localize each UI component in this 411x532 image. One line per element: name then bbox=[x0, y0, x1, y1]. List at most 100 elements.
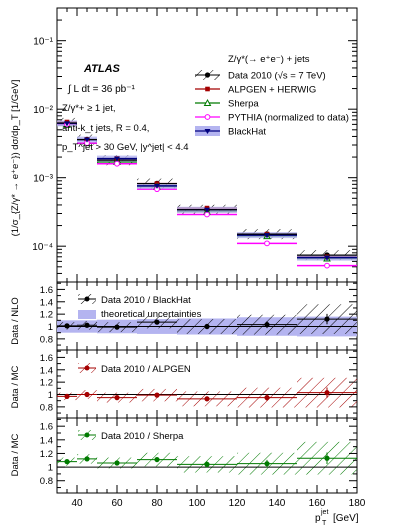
y-tick-label: 10⁻⁴ bbox=[32, 242, 53, 253]
x-tick-label: 140 bbox=[269, 498, 286, 509]
legend-label: BlackHat bbox=[228, 127, 266, 138]
x-axis-title-sup: jet bbox=[320, 509, 328, 516]
ratio-point bbox=[114, 395, 120, 401]
legend-data-marker bbox=[204, 72, 211, 78]
ratio2-y-axis-title: Data / MC bbox=[10, 433, 21, 476]
ratio-y-tick-label: 1.2 bbox=[40, 449, 53, 460]
ratio-point bbox=[114, 324, 120, 330]
ratio-point bbox=[64, 393, 70, 399]
x-tick-label: 180 bbox=[349, 498, 366, 509]
legend-band-swatch bbox=[78, 310, 96, 319]
blackhat-point bbox=[84, 137, 90, 143]
cuts-label: p_T^jet > 30 GeV, |y^jet| < 4.4 bbox=[62, 142, 189, 153]
legend-pythia-marker bbox=[204, 114, 211, 120]
ratio1-y-axis-title: Data / MC bbox=[10, 365, 21, 408]
blackhat-point bbox=[154, 183, 160, 189]
legend-label: PYTHIA (normalized to data) bbox=[228, 113, 349, 124]
luminosity-label: ∫ L dt = 36 pb⁻¹ bbox=[67, 84, 136, 95]
ratio-point bbox=[154, 456, 160, 463]
pythia-point bbox=[204, 211, 210, 218]
pythia-point bbox=[264, 240, 270, 247]
ratio-y-tick-label: 1.4 bbox=[40, 435, 53, 446]
sherpa-point bbox=[323, 254, 331, 262]
x-tick-label: 100 bbox=[189, 498, 206, 509]
legend-label: Data 2010 (√s = 7 TeV) bbox=[228, 71, 326, 82]
ratio-y-tick-label: 1.6 bbox=[40, 285, 53, 296]
x-axis-title-main: p bbox=[315, 513, 321, 524]
top-y-axis-title: (1/σ_{Z/γ* → e⁺e⁻}) dσ/dp_T [1/GeV] bbox=[10, 80, 21, 237]
ratio-point bbox=[84, 322, 90, 328]
ratio-y-tick-label: 1 bbox=[48, 390, 53, 401]
ratio-legend-alpgen: Data 2010 / ALPGEN bbox=[101, 364, 191, 375]
y-tick-label: 10⁻³ bbox=[33, 174, 53, 185]
x-axis-title-sub: T bbox=[322, 520, 327, 527]
x-tick-label: 60 bbox=[111, 498, 123, 509]
y-tick-label: 10⁻² bbox=[33, 105, 53, 116]
ratio-point bbox=[264, 395, 270, 401]
info-block: ATLAS ∫ L dt = 36 pb⁻¹ Z/γ*+ ≥ 1 jet, an… bbox=[62, 63, 189, 153]
ratio-y-tick-label: 1.6 bbox=[40, 422, 53, 433]
ratio-legend-sherpa: Data 2010 / Sherpa bbox=[101, 431, 184, 442]
x-tick-label: 40 bbox=[71, 498, 83, 509]
x-axis: 40 60 80 100 120 140 160 180 bbox=[56, 8, 366, 509]
ratio-point bbox=[204, 461, 210, 467]
legend-label: Sherpa bbox=[228, 99, 259, 110]
ratio-y-tick-label: 1.6 bbox=[40, 353, 53, 364]
ratio-point bbox=[154, 392, 160, 398]
ratio-point bbox=[84, 456, 90, 462]
blackhat-point bbox=[264, 233, 270, 239]
x-axis-title: p T jet [GeV] bbox=[315, 509, 359, 527]
y-tick-label: 10⁻¹ bbox=[33, 37, 53, 48]
ratio-point bbox=[204, 323, 210, 330]
ratio-y-tick-label: 0.8 bbox=[40, 402, 53, 413]
ratio-point bbox=[154, 319, 160, 325]
blackhat-point bbox=[324, 255, 330, 261]
ratio-y-tick-label: 0.8 bbox=[40, 476, 53, 487]
ratio-legend-uncertainty: theoretical uncertainties bbox=[101, 309, 202, 320]
ratio-y-tick-label: 1.2 bbox=[40, 310, 53, 321]
ratio-point bbox=[264, 461, 270, 467]
ratio-legends: Data 2010 / BlackHat theoretical uncerta… bbox=[101, 295, 202, 442]
ratio-point bbox=[264, 322, 270, 328]
ratio-y-tick-label: 0.8 bbox=[40, 334, 53, 345]
blackhat-point bbox=[64, 121, 70, 127]
ratio-point bbox=[84, 391, 90, 398]
ratio-y-tick-label: 1 bbox=[48, 322, 53, 333]
ratio-point bbox=[114, 460, 120, 466]
algorithm-label: anti-k_t jets, R = 0.4, bbox=[62, 123, 149, 134]
x-axis-title-unit: [GeV] bbox=[333, 513, 359, 524]
legend-alpgen-marker bbox=[205, 86, 210, 92]
main-legend: Z/γ*(→ e⁺e⁻) + jets Data 2010 (√s = 7 Te… bbox=[195, 54, 349, 138]
ratio-panel-blackhat: 0.811.2 1.41.6 bbox=[40, 281, 358, 351]
ratio-y-tick-label: 1.4 bbox=[40, 297, 53, 308]
legend-label: ALPGEN + HERWIG bbox=[228, 85, 316, 96]
selection-label: Z/γ*+ ≥ 1 jet, bbox=[62, 103, 116, 114]
ratio-point bbox=[64, 459, 70, 465]
pythia-point bbox=[114, 160, 120, 167]
ratio-point bbox=[324, 316, 330, 322]
x-tick-label: 160 bbox=[309, 498, 326, 509]
ratio-point bbox=[324, 455, 330, 461]
ratio-legend-marker bbox=[84, 296, 90, 302]
ratio-point bbox=[204, 396, 210, 402]
blackhat-point bbox=[204, 207, 210, 213]
ratio-panel-sherpa: 0.8 1 1.2 1.4 1.6 bbox=[40, 417, 358, 494]
legend-header: Z/γ*(→ e⁺e⁻) + jets bbox=[228, 54, 310, 65]
legend-blackhat-marker bbox=[204, 129, 211, 134]
ratio-y-tick-label: 1.2 bbox=[40, 378, 53, 389]
experiment-label: ATLAS bbox=[83, 63, 121, 75]
main-panel: 10⁻⁴ 10⁻³ 10⁻² 10⁻¹ bbox=[32, 7, 358, 283]
ratio-point bbox=[64, 323, 70, 329]
ratio-legend-blackhat: Data 2010 / BlackHat bbox=[101, 295, 191, 306]
sherpa-point bbox=[263, 232, 271, 240]
x-tick-label: 80 bbox=[151, 498, 163, 509]
ratio-y-tick-label: 1.4 bbox=[40, 365, 53, 376]
ratio-y-tick-label: 1 bbox=[48, 463, 53, 474]
ratio-panel-alpgen: 0.811.2 1.41.6 bbox=[40, 349, 358, 419]
ratio-legend-marker bbox=[84, 432, 90, 438]
legend-sherpa-marker bbox=[203, 98, 212, 106]
ratio0-y-axis-title: Data / NLO bbox=[10, 297, 21, 345]
pythia-point bbox=[324, 262, 330, 269]
ratio-legend-marker bbox=[84, 365, 90, 371]
